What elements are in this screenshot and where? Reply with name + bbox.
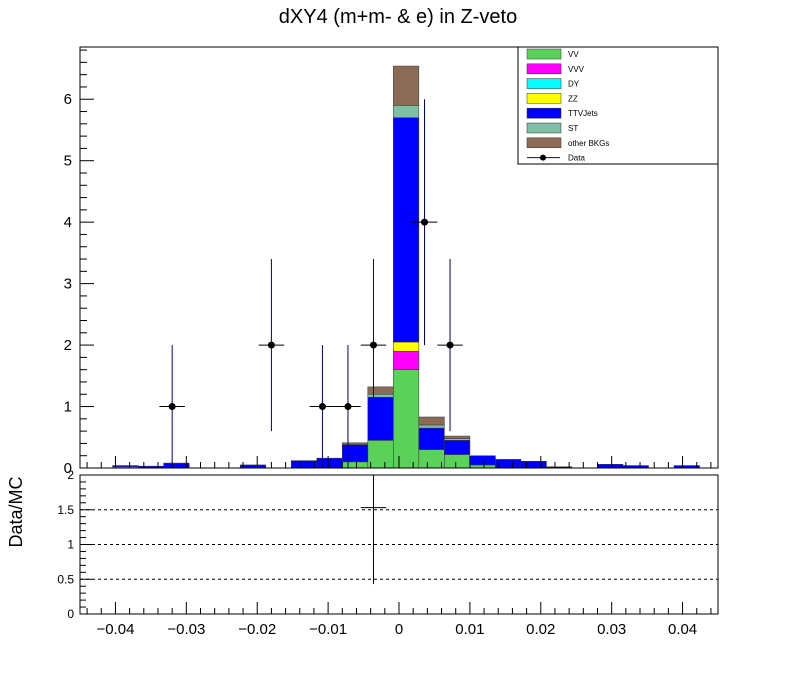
bar-st — [444, 438, 471, 441]
x-tick-label: −0.02 — [238, 621, 276, 638]
y-tick-label: 1 — [64, 399, 72, 416]
legend-swatch — [526, 137, 562, 149]
ratio-y-tick-label: 1 — [67, 538, 74, 552]
x-tick-label: −0.04 — [96, 621, 134, 638]
bar-other-bkgs — [367, 386, 394, 395]
data-points — [159, 99, 463, 468]
data-point — [318, 403, 326, 411]
legend-swatch — [526, 48, 562, 60]
legend-label: VVV — [568, 65, 585, 74]
x-tick-label: 0.02 — [526, 621, 555, 638]
bar-ttvjets — [316, 457, 343, 469]
bar-ttvjets — [444, 440, 471, 455]
legend-label: other BKGs — [568, 139, 609, 148]
y-tick-label: 6 — [64, 91, 72, 108]
y-tick-label: 5 — [64, 153, 72, 170]
ratio-y-tick-label: 0.5 — [57, 572, 74, 586]
bar-vv — [342, 461, 369, 469]
y-tick-label: 4 — [64, 214, 72, 231]
bar-st — [418, 424, 445, 429]
stacked-histogram — [112, 65, 700, 469]
legend-label: ZZ — [568, 94, 578, 103]
bar-ttvjets — [239, 464, 266, 468]
bar-other-bkgs — [444, 435, 471, 439]
data-point — [344, 403, 352, 411]
bar-st — [393, 105, 420, 118]
bar-ttvjets — [418, 427, 445, 450]
legend-label: DY — [568, 80, 580, 89]
y-tick-label: 2 — [64, 337, 72, 354]
data-point — [267, 341, 275, 349]
x-tick-label: 0.04 — [668, 621, 697, 638]
ratio-points — [360, 475, 387, 585]
bar-ttvjets — [367, 397, 394, 441]
legend-label: TTVJets — [568, 109, 598, 118]
data-point — [369, 341, 377, 349]
x-tick-label: 0 — [395, 621, 403, 638]
bar-zz — [393, 341, 420, 352]
ratio-y-axis: 0 0.5 1 1.5 2 — [57, 468, 92, 621]
legend-swatch — [526, 78, 562, 89]
y-tick-label: 3 — [64, 276, 72, 293]
legend-label: ST — [568, 124, 578, 133]
data-point — [168, 403, 176, 411]
data-point — [421, 218, 429, 226]
bar-ttvjets — [290, 460, 318, 469]
bar-other-bkgs — [342, 442, 369, 445]
x-axis: −0.04 −0.03 −0.02 −0.01 0 0.01 0.02 0.03 0.04 — [86, 602, 712, 638]
bar-ttvjets — [342, 444, 369, 463]
ratio-reference-lines — [80, 509, 718, 580]
bar-ttvjets — [112, 465, 139, 468]
bar-ttvjets — [469, 455, 496, 466]
bar-vv — [393, 369, 420, 469]
x-tick-label: 0.03 — [597, 621, 626, 638]
bar-vv — [418, 449, 445, 469]
bar-vv — [444, 454, 471, 469]
data-point — [446, 341, 454, 349]
main-x-axis-ticks — [86, 456, 712, 468]
ratio-y-axis-label: Data/MC — [6, 476, 26, 547]
ratio-y-tick-label: 1.5 — [57, 503, 74, 517]
legend-swatch — [526, 93, 562, 104]
x-tick-label: −0.01 — [309, 621, 347, 638]
ratio-y-tick-label: 0 — [67, 607, 74, 621]
legend-label: VV — [568, 50, 579, 59]
main-y-axis: 0 1 2 3 4 5 6 — [64, 49, 94, 477]
ratio-y-tick-label: 2 — [67, 468, 74, 482]
bar-st — [367, 393, 394, 398]
x-tick-label: 0.01 — [455, 621, 484, 638]
bar-other-bkgs — [393, 65, 420, 106]
legend-marker-data — [540, 154, 546, 161]
bar-ttvjets — [163, 462, 190, 469]
legend-label: Data — [568, 154, 585, 163]
chart-title: dXY4 (m+m- & e) in Z-veto — [279, 6, 517, 28]
bar-other-bkgs — [418, 416, 445, 426]
bar-ttvjets — [520, 460, 547, 469]
bar-ttvjets — [393, 117, 420, 343]
bar-ttvjets — [597, 464, 624, 469]
bar-ttvjets — [495, 459, 522, 469]
y-tick-label: 0 — [64, 460, 72, 477]
bar-vv — [367, 440, 394, 469]
main-plot-panel: 0 1 2 3 4 5 6 — [64, 46, 719, 477]
legend-swatch — [526, 107, 562, 119]
bar-vvv — [393, 350, 420, 370]
legend-swatch — [526, 122, 562, 134]
x-tick-label: −0.03 — [167, 621, 205, 638]
ratio-plot-panel: 0 0.5 1 1.5 2 −0.04 −0.03 −0.02 −0.01 0 0.01 0.02 0… — [6, 468, 719, 638]
legend-swatch — [526, 63, 562, 75]
